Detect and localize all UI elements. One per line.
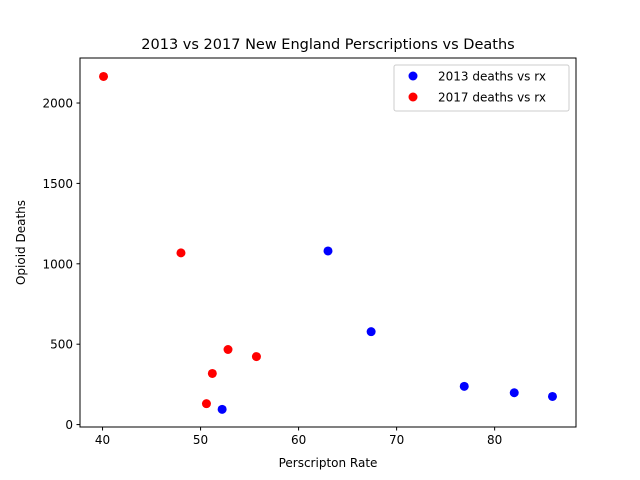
- data-point-series1-2: [223, 345, 233, 355]
- x-tick-label: 60: [291, 433, 306, 447]
- x-tick-label: 80: [487, 433, 502, 447]
- data-point-series0-1: [366, 327, 376, 337]
- chart-title: 2013 vs 2017 New England Perscriptions v…: [141, 37, 514, 53]
- data-point-series0-4: [547, 391, 557, 401]
- y-tick-label: 1500: [42, 177, 73, 191]
- x-tick-label: 70: [389, 433, 404, 447]
- legend-marker-2013: [408, 71, 418, 81]
- y-tick-label: 1000: [42, 257, 73, 271]
- y-tick-label: 0: [65, 418, 73, 432]
- legend-frame: [393, 64, 570, 112]
- plot-points: [99, 71, 557, 414]
- data-point-series0-3: [509, 388, 519, 398]
- x-tick-label: 50: [193, 433, 208, 447]
- data-point-series0-0: [323, 246, 333, 256]
- data-point-series1-3: [251, 352, 261, 362]
- data-point-series1-4: [207, 368, 217, 378]
- data-point-series1-1: [176, 248, 186, 258]
- legend-label-2013: 2013 deaths vs rx: [438, 70, 546, 84]
- y-tick-label: 500: [50, 338, 73, 352]
- x-tick-label: 40: [95, 433, 110, 447]
- legend-label-2017: 2017 deaths vs rx: [438, 91, 546, 105]
- y-axis-ticks: 0 500 1000 1500 2000: [42, 97, 80, 432]
- legend: 2013 deaths vs rx 2017 deaths vs rx: [393, 64, 570, 112]
- data-point-series1-5: [201, 399, 211, 409]
- y-tick-label: 2000: [42, 97, 73, 111]
- data-point-series0-2: [459, 381, 469, 391]
- plot-frame: [79, 57, 577, 428]
- data-point-series1-0: [99, 71, 109, 81]
- x-axis-label: Perscripton Rate: [279, 456, 378, 470]
- data-point-series0-5: [217, 404, 227, 414]
- y-axis-label: Opioid Deaths: [14, 200, 28, 285]
- legend-marker-2017: [408, 92, 418, 102]
- x-axis-ticks: 40 50 60 70 80: [95, 427, 502, 447]
